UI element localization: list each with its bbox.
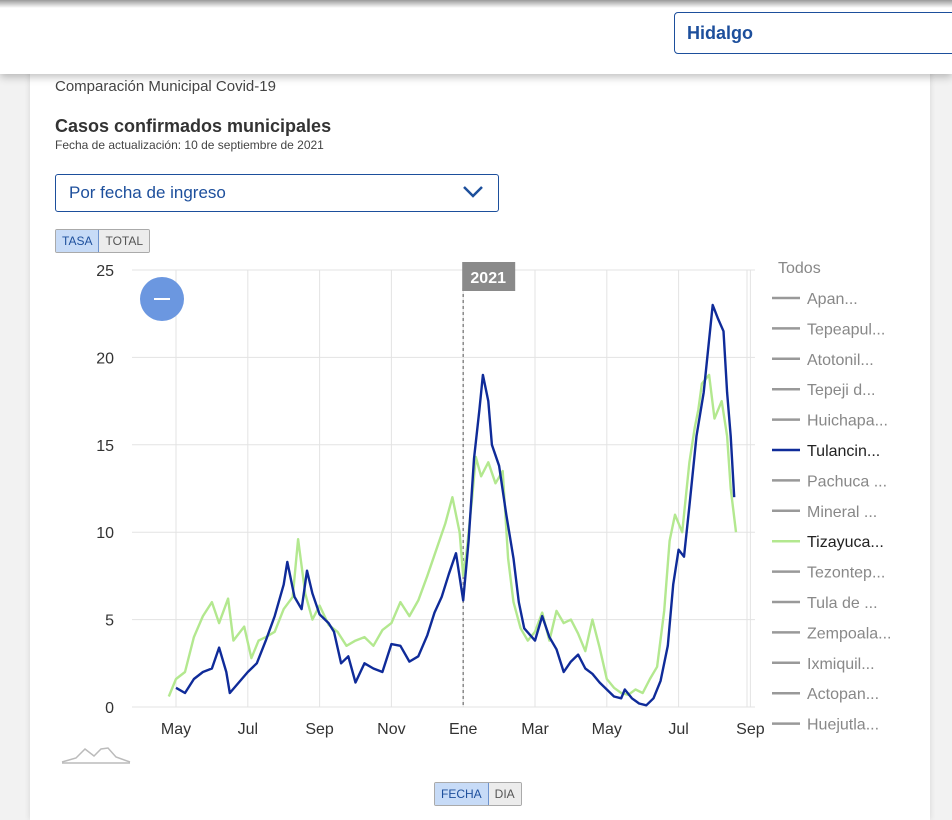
legend-all-label: Todos bbox=[778, 260, 821, 277]
zoom-out-button[interactable] bbox=[140, 277, 184, 321]
legend-item-label: Ixmiquil... bbox=[807, 656, 875, 673]
year-marker-box bbox=[462, 262, 516, 291]
legend-item-label: Huejutla... bbox=[807, 717, 879, 734]
chart-grid bbox=[132, 269, 755, 708]
y-tick-label: 0 bbox=[105, 700, 114, 717]
legend-item[interactable]: Huichapa... bbox=[772, 413, 888, 430]
day-toggle-button[interactable]: DIA bbox=[488, 783, 521, 805]
x-tick-label: Sep bbox=[736, 721, 765, 738]
year-marker: 2021 bbox=[462, 262, 516, 707]
mountain-logo-icon bbox=[61, 747, 131, 764]
legend-item[interactable]: Atotonil... bbox=[772, 352, 874, 369]
top-bar: Hidalgo bbox=[0, 0, 952, 74]
legend-item-label: Tezontep... bbox=[807, 565, 885, 582]
section-title: Comparación Municipal Covid-19 bbox=[55, 78, 276, 95]
state-select[interactable]: Hidalgo bbox=[674, 12, 952, 54]
y-tick-label: 20 bbox=[96, 350, 114, 367]
legend-item-label: Apan... bbox=[807, 291, 858, 308]
legend-item[interactable]: Huejutla... bbox=[772, 717, 879, 734]
y-tick-label: 5 bbox=[105, 613, 114, 630]
legend-item-label: Tula de ... bbox=[807, 595, 878, 612]
legend-item-label: Tizayuca... bbox=[807, 534, 884, 551]
legend-item[interactable]: Zempoala... bbox=[772, 625, 891, 642]
legend-item-label: Huichapa... bbox=[807, 413, 888, 430]
y-tick-label: 15 bbox=[96, 438, 114, 455]
update-date: Fecha de actualización: 10 de septiembre… bbox=[55, 138, 324, 152]
year-marker-label: 2021 bbox=[470, 270, 506, 287]
legend-item[interactable]: Tepeapul... bbox=[772, 321, 885, 338]
legend-item[interactable]: Tula de ... bbox=[772, 595, 878, 612]
legend-item[interactable]: Ixmiquil... bbox=[772, 656, 875, 673]
x-tick-label: Nov bbox=[377, 721, 405, 738]
chevron-down-icon bbox=[463, 186, 483, 198]
x-tick-label: May bbox=[161, 721, 191, 738]
x-axis: May Jul Sep Nov Ene Mar May Jul Sep bbox=[161, 721, 765, 738]
chart-title: Casos confirmados municipales bbox=[55, 116, 332, 136]
legend-item-label: Actopan... bbox=[807, 686, 879, 703]
legend-item[interactable]: Tizayuca... bbox=[772, 534, 884, 551]
total-toggle-button[interactable]: TOTAL bbox=[99, 230, 150, 252]
legend-item[interactable]: Tulancin... bbox=[772, 443, 880, 460]
series-lines bbox=[167, 303, 738, 707]
legend-item[interactable]: Tepeji d... bbox=[772, 382, 875, 399]
legend-item-label: Tepeji d... bbox=[807, 382, 875, 399]
legend-item-label: Pachuca ... bbox=[807, 473, 887, 490]
legend-item-label: Mineral ... bbox=[807, 504, 877, 521]
x-tick-label: Mar bbox=[521, 721, 549, 738]
legend-item[interactable]: Mineral ... bbox=[772, 504, 877, 521]
legend-item-label: Tepeapul... bbox=[807, 321, 885, 338]
x-tick-label: Sep bbox=[305, 721, 334, 738]
legend: Todos Apan... Tepeapul... Atotonil... Tepeji… bbox=[772, 260, 891, 734]
x-tick-label: May bbox=[592, 721, 622, 738]
x-tick-label: Ene bbox=[449, 721, 478, 738]
legend-item-label: Atotonil... bbox=[807, 352, 874, 369]
series-line-tizayuca bbox=[167, 373, 738, 697]
top-bar-shadow bbox=[0, 0, 952, 8]
y-tick-label: 10 bbox=[96, 525, 114, 542]
legend-item-label: Tulancin... bbox=[807, 443, 880, 460]
series-line-tulancin bbox=[175, 303, 736, 707]
mode-select-value: Por fecha de ingreso bbox=[69, 183, 226, 202]
legend-item[interactable]: Tezontep... bbox=[772, 565, 885, 582]
legend-item[interactable]: Apan... bbox=[772, 291, 858, 308]
legend-item-label: Zempoala... bbox=[807, 625, 891, 642]
x-tick-label: Jul bbox=[238, 721, 258, 738]
date-toggle-button[interactable]: FECHA bbox=[435, 783, 489, 805]
y-axis: 0 5 10 15 20 25 bbox=[96, 263, 114, 717]
mode-select[interactable]: Por fecha de ingreso bbox=[55, 174, 499, 212]
units-toggle: TASA TOTAL bbox=[55, 229, 151, 253]
legend-item[interactable]: Actopan... bbox=[772, 686, 879, 703]
y-tick-label: 25 bbox=[96, 263, 114, 280]
legend-item[interactable]: Pachuca ... bbox=[772, 473, 887, 490]
rate-toggle-button[interactable]: TASA bbox=[56, 230, 100, 252]
x-tick-label: Jul bbox=[668, 721, 688, 738]
axis-toggle: FECHA DIA bbox=[434, 782, 522, 806]
